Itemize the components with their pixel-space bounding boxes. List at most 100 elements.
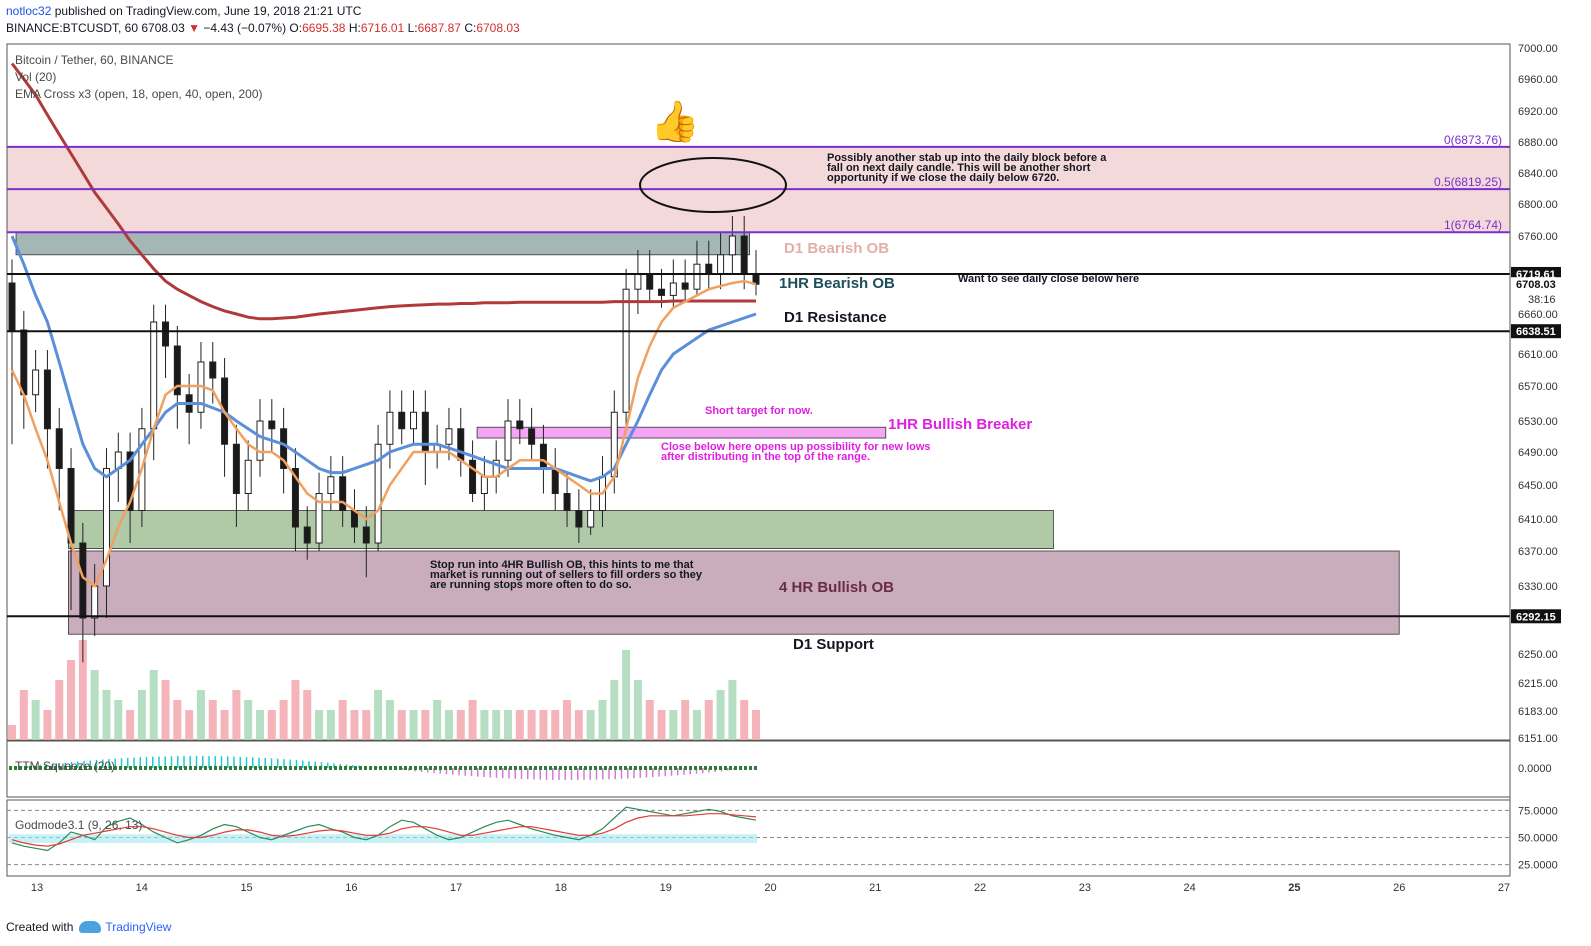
volume-bar: [752, 710, 760, 740]
legend-vol: Vol (20): [15, 70, 56, 84]
annotation-text: opportunity if we close the daily below …: [827, 172, 1059, 184]
author-link[interactable]: notloc32: [6, 4, 52, 18]
annotation-text: 4 HR Bullish OB: [779, 579, 894, 596]
price-tag-text: 6292.15: [1516, 611, 1556, 623]
volume-bar: [19, 690, 28, 740]
godmode-tick: 50.0000: [1518, 833, 1558, 845]
candle-body: [528, 428, 536, 445]
volume-bar: [539, 710, 548, 740]
candles-layer: [8, 216, 760, 663]
godmode-tick: 75.0000: [1518, 805, 1558, 817]
ttm-tick: 0.0000: [1518, 763, 1552, 775]
close-label: C:: [464, 21, 477, 35]
volume-bar: [267, 710, 276, 740]
change-value: −4.43 (−0.07%): [203, 21, 287, 35]
volume-bar: [492, 710, 501, 740]
zone-1hr-bullish-breaker: [476, 426, 887, 439]
price-tick-label: 6530.00: [1518, 416, 1558, 428]
volume-bar: [43, 710, 52, 740]
volume-bar: [126, 710, 135, 740]
open-value: 6695.38: [302, 21, 346, 35]
price-tag-bg: [1511, 277, 1561, 292]
volume-bar: [586, 710, 595, 740]
price-tick-label: 6215.00: [1518, 678, 1558, 690]
volume-bar: [149, 670, 158, 740]
volume-bar: [574, 710, 583, 740]
candle-body: [232, 443, 240, 494]
candle-body: [480, 476, 488, 494]
volume-bar: [244, 700, 253, 740]
volume-bar: [728, 680, 737, 740]
candle-body: [622, 288, 630, 413]
ema-layer: [10, 62, 757, 588]
candle-body: [374, 443, 382, 544]
price-tick-label: 7000.00: [1518, 43, 1558, 55]
volume-bar: [173, 700, 182, 740]
volume-bar: [90, 670, 99, 740]
annotation-text: market is running out of sellers to fill…: [430, 569, 703, 581]
volume-bar: [291, 680, 300, 740]
volume-bar: [515, 710, 524, 740]
annotation-text: Close below here opens up possibility fo…: [661, 441, 931, 453]
candle-body: [410, 411, 418, 430]
legend-ema: EMA Cross x3 (open, 18, open, 40, open, …: [15, 87, 263, 101]
volume-bar: [161, 680, 170, 740]
price-tick-label: 6610.00: [1518, 349, 1558, 361]
volume-bar: [315, 710, 324, 740]
ttm-label: TTM Squeeze (20): [15, 759, 115, 773]
candle-body: [669, 282, 677, 296]
price-tick-label: 6880.00: [1518, 137, 1558, 149]
volume-bar: [185, 710, 194, 740]
volume-bar: [350, 710, 359, 740]
price-tick-label: 6183.00: [1518, 706, 1558, 718]
price-tick-label: 6570.00: [1518, 381, 1558, 393]
tradingview-brand: TradingView: [105, 920, 172, 934]
price-tick-label: 6960.00: [1518, 74, 1558, 86]
symbol-label: BINANCE:BTCUSDT, 60: [6, 21, 139, 35]
time-tick-label: 20: [764, 882, 776, 894]
volume-bar: [78, 640, 87, 740]
volume-bar: [220, 710, 229, 740]
ema18-line: [10, 279, 757, 588]
candle-body: [327, 476, 335, 494]
annotation-text: Possibly another stab up into the daily …: [827, 152, 1107, 164]
candle-body: [173, 345, 181, 396]
candle-body: [587, 510, 595, 528]
ema40-line: [10, 235, 757, 483]
candle-body: [126, 451, 134, 511]
tradingview-link[interactable]: TradingView: [79, 920, 171, 934]
candle-body: [91, 585, 99, 619]
candle-body: [504, 420, 512, 461]
candle-body: [445, 428, 453, 445]
ttm-squeeze-pane: 0.0000: [9, 756, 1552, 780]
fib-label-0: 0(6873.76): [1444, 133, 1502, 147]
volume-bar: [385, 700, 394, 740]
down-arrow-icon: ▼: [188, 21, 200, 35]
candle-body: [398, 411, 406, 430]
level-lines-layer: 0(6873.76) 0.5(6819.25) 1(6764.74): [7, 133, 1510, 618]
candle-body: [646, 273, 654, 290]
volume-bar: [102, 690, 111, 740]
volume-bar: [256, 710, 264, 740]
time-tick-label: 23: [1079, 882, 1091, 894]
price-tag-bg: [1511, 324, 1561, 339]
candle-body: [244, 459, 252, 494]
godmode-tick: 25.0000: [1518, 860, 1558, 872]
candle-body: [43, 369, 51, 430]
open-label: O:: [289, 21, 303, 35]
annotation-text: Short target for now.: [705, 405, 813, 417]
godmode-pane: 75.0000 50.0000 25.0000: [7, 805, 1558, 872]
time-tick-label: 24: [1184, 882, 1196, 894]
fib-label-0.5: 0.5(6819.25): [1434, 175, 1502, 189]
price-tick-label: 6760.00: [1518, 231, 1558, 243]
annotations-layer: D1 Bearish OB 1HR Bearish OB D1 Resistance…: [430, 98, 1139, 653]
candle-body: [268, 420, 276, 430]
godmode-line-green: [11, 806, 757, 852]
volume-bar: [67, 660, 76, 740]
volume-bar: [397, 710, 406, 740]
zone-green-bullish-ob: [68, 510, 1054, 549]
volume-bar: [374, 690, 383, 740]
volume-bar: [326, 710, 335, 740]
volume-layer: [8, 640, 760, 740]
